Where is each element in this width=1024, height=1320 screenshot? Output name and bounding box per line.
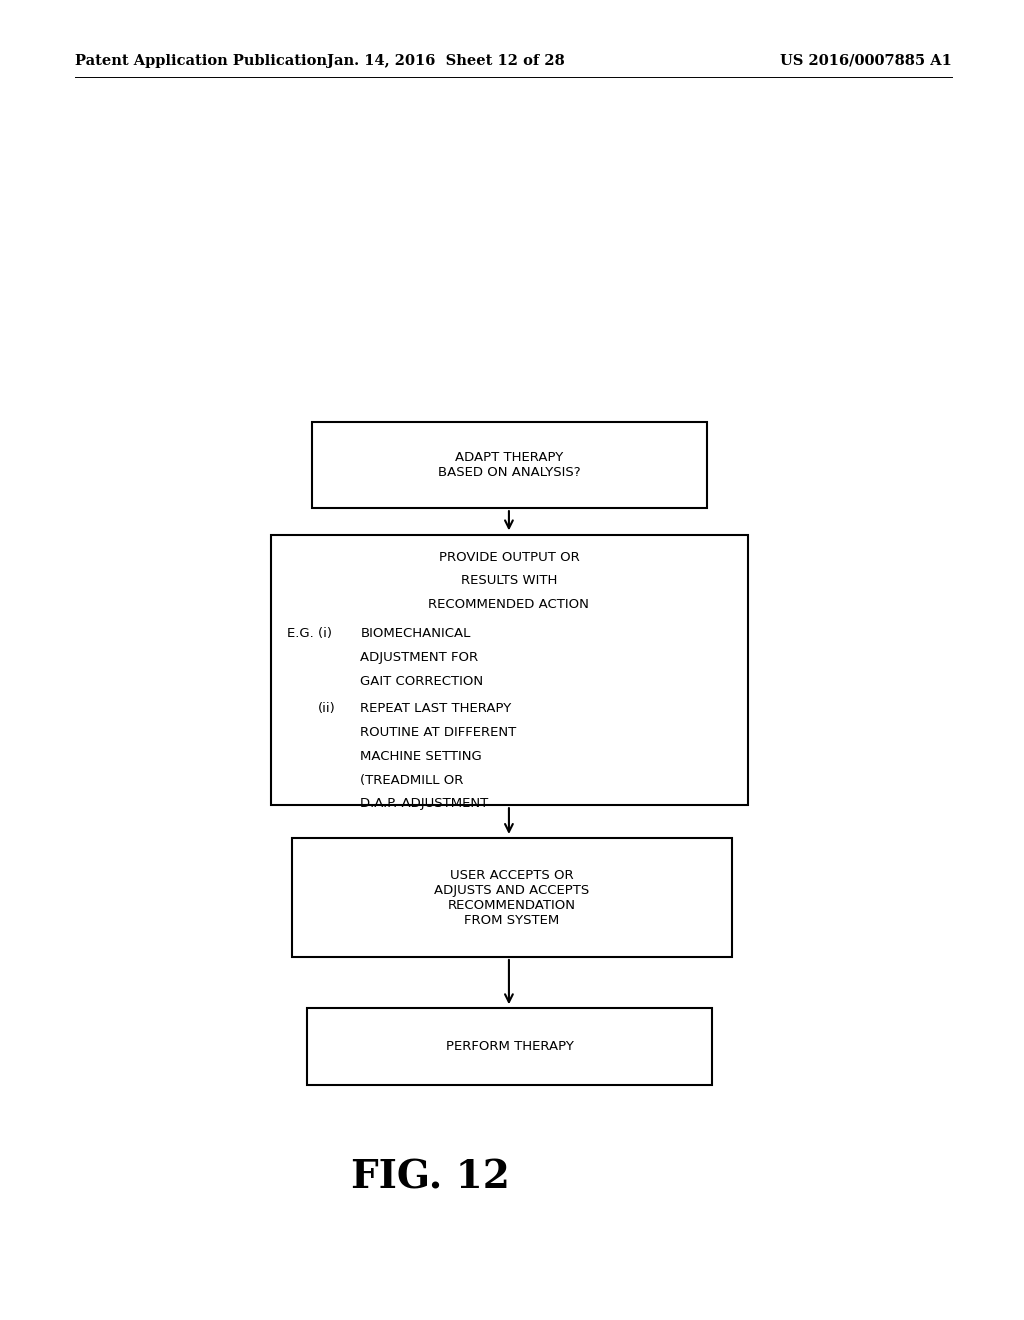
Text: REPEAT LAST THERAPY: REPEAT LAST THERAPY: [360, 702, 512, 715]
Text: (TREADMILL OR: (TREADMILL OR: [360, 774, 464, 787]
Text: BIOMECHANICAL: BIOMECHANICAL: [360, 627, 471, 640]
Text: Patent Application Publication: Patent Application Publication: [75, 54, 327, 67]
Text: USER ACCEPTS OR
ADJUSTS AND ACCEPTS
RECOMMENDATION
FROM SYSTEM: USER ACCEPTS OR ADJUSTS AND ACCEPTS RECO…: [434, 869, 590, 927]
Bar: [292, 838, 732, 957]
Text: E.G. (i): E.G. (i): [287, 627, 332, 640]
Text: ADJUSTMENT FOR: ADJUSTMENT FOR: [360, 651, 478, 664]
Bar: [312, 422, 707, 508]
Text: PROVIDE OUTPUT OR: PROVIDE OUTPUT OR: [438, 550, 580, 564]
Text: FIG. 12: FIG. 12: [350, 1159, 510, 1196]
Bar: [271, 535, 748, 805]
Text: MACHINE SETTING: MACHINE SETTING: [360, 750, 482, 763]
Text: (ii): (ii): [317, 702, 335, 715]
Text: ADAPT THERAPY
BASED ON ANALYSIS?: ADAPT THERAPY BASED ON ANALYSIS?: [438, 451, 581, 479]
Text: GAIT CORRECTION: GAIT CORRECTION: [360, 675, 483, 688]
Text: PERFORM THERAPY: PERFORM THERAPY: [445, 1040, 573, 1053]
Text: RESULTS WITH: RESULTS WITH: [461, 574, 557, 587]
Text: RECOMMENDED ACTION: RECOMMENDED ACTION: [428, 598, 590, 611]
Text: D.A.P. ADJUSTMENT: D.A.P. ADJUSTMENT: [360, 797, 488, 810]
Text: Jan. 14, 2016  Sheet 12 of 28: Jan. 14, 2016 Sheet 12 of 28: [327, 54, 564, 67]
Bar: [307, 1008, 712, 1085]
Text: ROUTINE AT DIFFERENT: ROUTINE AT DIFFERENT: [360, 726, 517, 739]
Text: US 2016/0007885 A1: US 2016/0007885 A1: [780, 54, 952, 67]
